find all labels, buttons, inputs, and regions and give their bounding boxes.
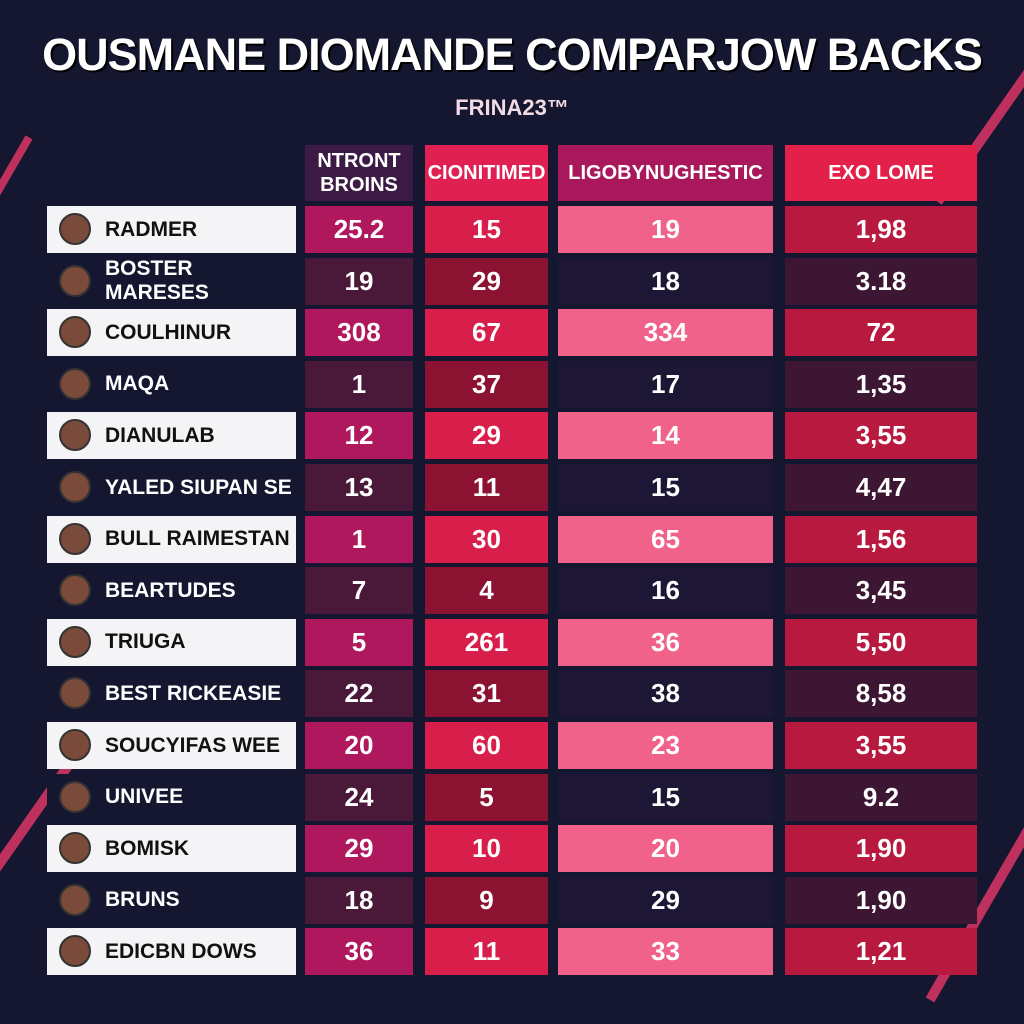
stat-cell: 30 <box>425 515 548 563</box>
stat-cell: 3.18 <box>785 257 977 305</box>
player-icon <box>59 574 91 607</box>
stat-cell: 60 <box>425 722 548 769</box>
player-name: COULHINUR <box>47 309 296 357</box>
stat-cell: 29 <box>558 876 773 924</box>
column-header: LIGOBYNUGHESTIC <box>558 145 773 201</box>
stat-cell: 19 <box>305 257 413 305</box>
stat-cell: 334 <box>558 309 773 357</box>
player-name: DIANULAB <box>47 412 296 460</box>
player-name: BEST RICKEASIE <box>47 670 296 718</box>
title: OUSMANE DIOMANDE COMPARJOW BACKS <box>42 29 983 80</box>
player-name: BOMISK <box>47 825 296 873</box>
stat-cell: 16 <box>558 567 773 615</box>
player-icon <box>59 677 91 710</box>
stat-cell: 4,47 <box>785 464 977 511</box>
stat-cell: 3,45 <box>785 567 977 615</box>
stat-cell: 1,90 <box>785 876 977 924</box>
player-icon <box>59 316 91 349</box>
stat-cell: 1,35 <box>785 360 977 408</box>
player-name: MAQA <box>47 360 296 408</box>
stat-cell: 5 <box>305 618 413 666</box>
player-icon <box>59 264 91 297</box>
player-icon <box>59 522 91 555</box>
stat-cell: 20 <box>305 722 413 769</box>
stat-cell: 1 <box>305 360 413 408</box>
stat-cell: 38 <box>558 670 773 718</box>
stat-cell: 9.2 <box>785 773 977 821</box>
stat-cell: 36 <box>305 928 413 976</box>
column-header: EXO LOME <box>785 145 977 201</box>
stat-cell: 24 <box>305 773 413 821</box>
subtitle: FRINA23™ <box>455 95 569 120</box>
stat-cell: 18 <box>305 876 413 924</box>
stat-cell: 29 <box>305 825 413 873</box>
stat-cell: 1,56 <box>785 515 977 563</box>
column-header: CIONITIMED <box>425 145 548 201</box>
stat-cell: 23 <box>558 722 773 769</box>
stat-cell: 15 <box>558 773 773 821</box>
stat-cell: 1 <box>305 515 413 563</box>
stat-cell: 25.2 <box>305 206 413 253</box>
stat-cell: 22 <box>305 670 413 718</box>
stat-cell: 67 <box>425 309 548 357</box>
stat-cell: 29 <box>425 412 548 460</box>
player-icon <box>59 832 91 865</box>
stat-cell: 12 <box>305 412 413 460</box>
decor <box>0 135 33 365</box>
stat-cell: 36 <box>558 618 773 666</box>
stat-cell: 37 <box>425 360 548 408</box>
stat-cell: 3,55 <box>785 722 977 769</box>
stat-cell: 5 <box>425 773 548 821</box>
stat-cell: 72 <box>785 309 977 357</box>
stat-cell: 308 <box>305 309 413 357</box>
stat-cell: 15 <box>425 206 548 253</box>
stat-cell: 1,98 <box>785 206 977 253</box>
stat-cell: 33 <box>558 928 773 976</box>
stat-cell: 8,58 <box>785 670 977 718</box>
player-name: EDICBN DOWS <box>47 928 296 976</box>
stat-cell: 18 <box>558 257 773 305</box>
stat-cell: 20 <box>558 825 773 873</box>
player-name: UNIVEE <box>47 773 296 821</box>
player-name: BULL RAIMESTAN <box>47 515 296 563</box>
player-icon <box>59 213 91 245</box>
player-icon <box>59 780 91 813</box>
stat-cell: 7 <box>305 567 413 615</box>
stat-cell: 17 <box>558 360 773 408</box>
player-icon <box>59 419 91 452</box>
player-icon <box>59 367 91 400</box>
player-name: BEARTUDES <box>47 567 296 615</box>
column-header: NTRONT BROINS <box>305 145 413 201</box>
stat-cell: 31 <box>425 670 548 718</box>
stat-cell: 9 <box>425 876 548 924</box>
stat-cell: 1,90 <box>785 825 977 873</box>
player-icon <box>59 729 91 761</box>
player-icon <box>59 471 91 503</box>
stat-cell: 65 <box>558 515 773 563</box>
stat-cell: 11 <box>425 928 548 976</box>
stat-cell: 15 <box>558 464 773 511</box>
player-icon <box>59 625 91 658</box>
player-name: TRIUGA <box>47 618 296 666</box>
stat-cell: 29 <box>425 257 548 305</box>
player-name: RADMER <box>47 206 296 253</box>
stat-cell: 3,55 <box>785 412 977 460</box>
player-name: BOSTER MARESES <box>47 257 296 305</box>
player-name: YALED SIUPAN SE <box>47 464 296 511</box>
stat-cell: 13 <box>305 464 413 511</box>
stat-cell: 19 <box>558 206 773 253</box>
stat-cell: 1,21 <box>785 928 977 976</box>
player-name: BRUNS <box>47 876 296 924</box>
stat-cell: 14 <box>558 412 773 460</box>
stat-cell: 4 <box>425 567 548 615</box>
player-name: SOUCYIFAS WEE <box>47 722 296 769</box>
stat-cell: 5,50 <box>785 618 977 666</box>
stat-cell: 261 <box>425 618 548 666</box>
stat-cell: 11 <box>425 464 548 511</box>
stat-cell: 10 <box>425 825 548 873</box>
player-icon <box>59 935 91 968</box>
player-icon <box>59 883 91 916</box>
